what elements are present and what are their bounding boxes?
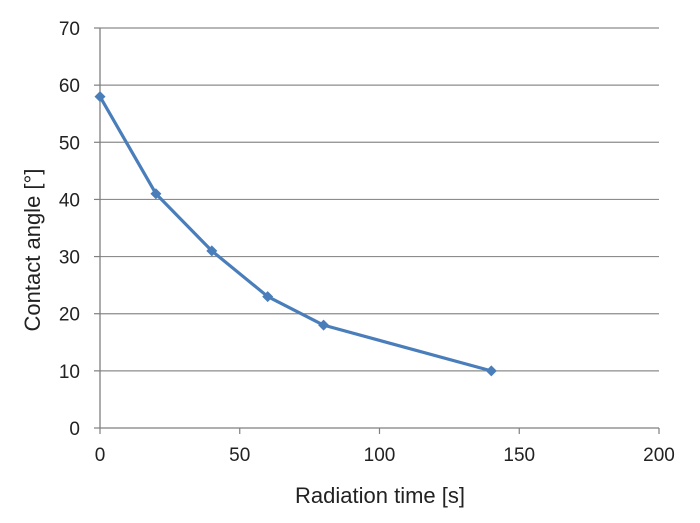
series-line [98, 94, 493, 373]
y-tick-label: 10 [59, 362, 80, 383]
x-tick-label: 200 [643, 445, 675, 466]
y-tick-label: 30 [59, 248, 80, 269]
x-tick-label: 100 [364, 445, 396, 466]
y-axis-title: Contact angle [°] [20, 169, 45, 332]
grid-lines [100, 27, 659, 372]
x-tick-label: 0 [95, 445, 106, 466]
data-point-marker [318, 319, 330, 331]
axes [94, 27, 660, 434]
y-tick-labels: 0 10 20 30 40 50 60 70 [59, 19, 80, 440]
data-point-marker [206, 245, 218, 257]
y-tick-label: 60 [59, 76, 80, 97]
x-tick-label: 50 [229, 445, 250, 466]
x-tick-label: 150 [503, 445, 535, 466]
y-tick-label: 20 [59, 305, 80, 326]
y-tick-label: 40 [59, 190, 80, 211]
y-tick-label: 0 [69, 419, 80, 440]
x-axis-title: Radiation time [s] [295, 483, 465, 508]
data-point-marker [485, 365, 497, 377]
data-point-marker [94, 91, 106, 103]
data-series [94, 91, 497, 377]
y-tick-label: 70 [59, 19, 80, 40]
data-point-marker [262, 291, 274, 303]
data-point-marker [150, 188, 162, 200]
y-tick-label: 50 [59, 133, 80, 154]
x-tick-labels: 0 50 100 150 200 [95, 445, 675, 466]
